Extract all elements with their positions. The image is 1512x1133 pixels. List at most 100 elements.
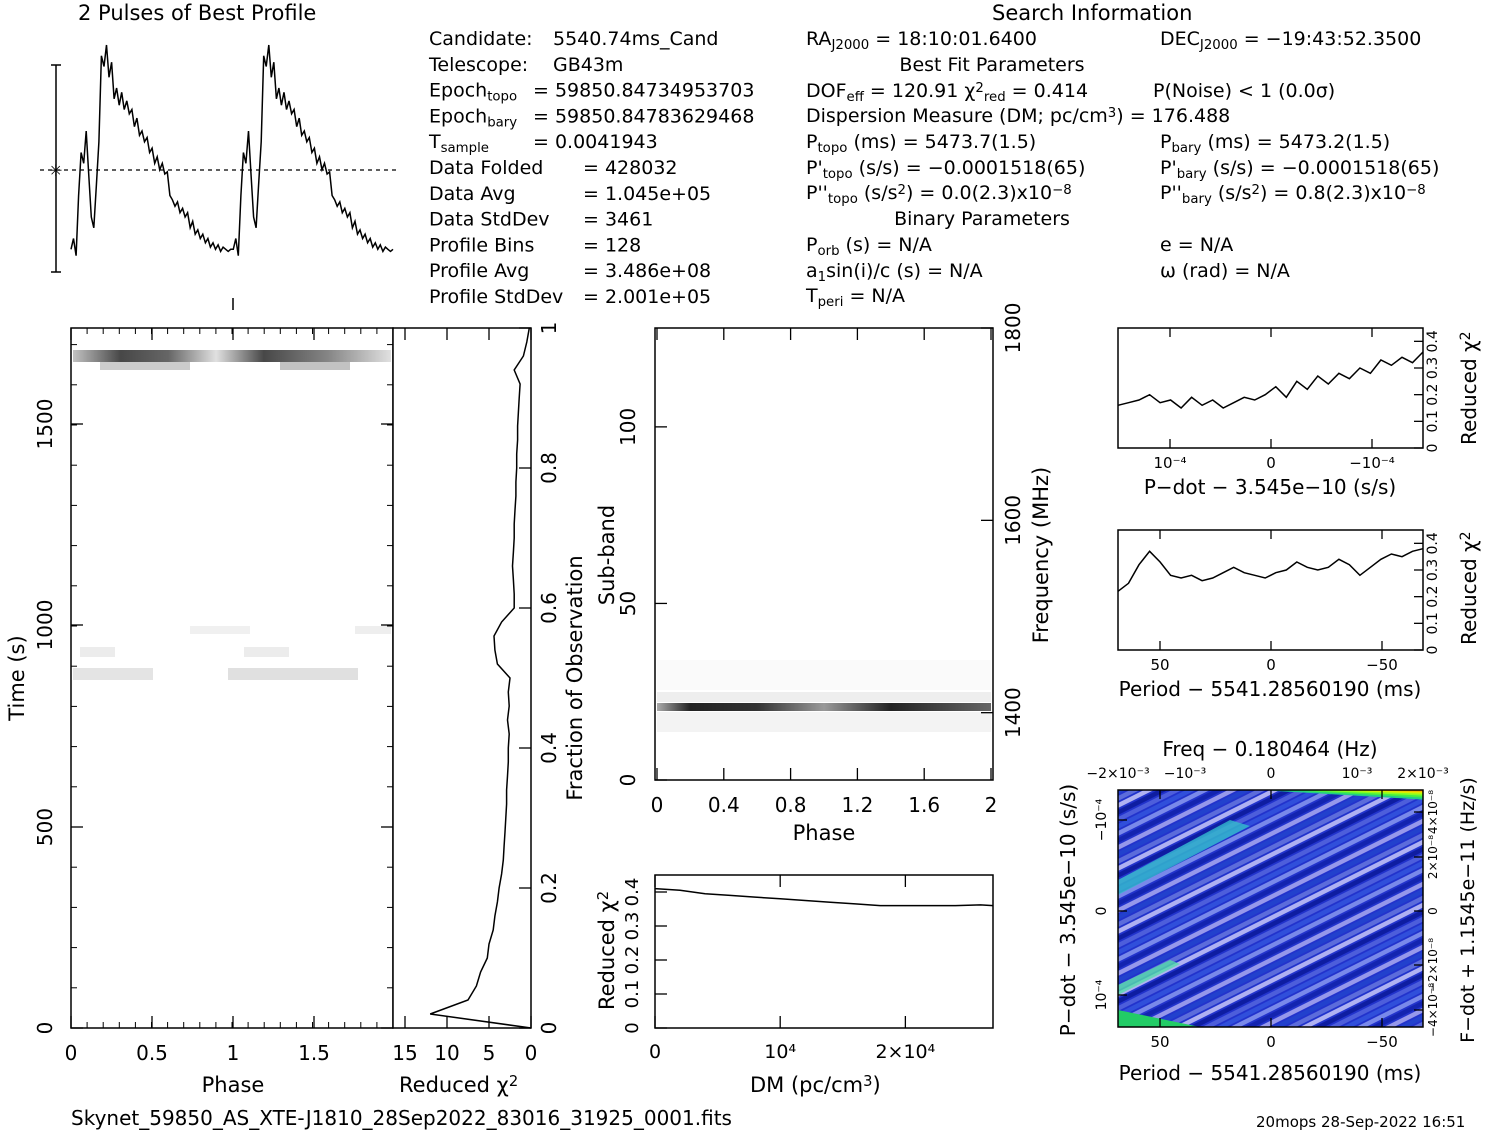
info-key: Epochtopo <box>429 80 517 105</box>
ppdot-stripe <box>1188 909 1423 1027</box>
tp-xlabel: Phase <box>202 1073 265 1097</box>
tick-label: 0.4 <box>622 878 643 907</box>
ppdot-stripe <box>1118 818 1423 976</box>
tick-label: 0 <box>1266 454 1276 472</box>
ppdot-band <box>1118 960 1180 995</box>
tick-label: −10⁻⁴ <box>1094 798 1110 841</box>
ppdot-stripe <box>1328 979 1423 1027</box>
ppdot-stripe <box>1118 790 1140 801</box>
info-left-block: Candidate: 5540.74ms_Cand Telescope: GB43m E… <box>428 28 754 308</box>
tick-label: 0.1 <box>1425 612 1441 634</box>
ppdot-stripe <box>1118 790 1266 864</box>
ppdot-stripe <box>1258 944 1423 1027</box>
best-fit-header: Best Fit Parameters <box>899 54 1084 76</box>
ppdot-stripe <box>1300 965 1423 1027</box>
cf-xlabel: Reduced χ2 <box>399 1073 518 1097</box>
ppdot-stripe <box>1118 790 1168 815</box>
pp-y2label: F−dot + 1.1545e−11 (Hz/s) <box>1457 777 1479 1043</box>
cf-ylabel: Fraction of Observation <box>563 555 587 800</box>
ppdot-stripe <box>1118 867 1423 1025</box>
tick-label: 0 <box>616 774 640 787</box>
ppdot-stripe <box>1118 790 1182 822</box>
pd-ylabel: Reduced χ2 <box>1457 331 1481 445</box>
tick-label: 0.4 <box>537 732 561 764</box>
tick-label: 0 <box>65 1041 78 1065</box>
ppdot-stripe <box>1118 790 1378 920</box>
tick-label: 10 <box>434 1041 459 1065</box>
tick-label: 1 <box>227 1041 240 1065</box>
tick-label: 1 <box>537 322 561 335</box>
ppdot-stripe <box>1216 923 1423 1027</box>
tick-label: 0.4 <box>708 793 740 817</box>
ppdot-stripe <box>1398 1014 1423 1027</box>
tick-label: 0 <box>33 1022 57 1035</box>
dm-ylabel: Reduced χ2 <box>595 891 619 1010</box>
tick-label: −50 <box>1366 656 1398 674</box>
info-pddtopo: P''topo (s/s2) = 0.0(2.3)x10−8 <box>806 182 1072 207</box>
tick-label: 15 <box>392 1041 417 1065</box>
ppdot-stripe <box>1118 790 1364 913</box>
tick-label: 0 <box>537 1022 561 1035</box>
info-value: = 3461 <box>583 209 653 231</box>
tick-label: 0 <box>1266 656 1276 674</box>
pd-xlabel: P−dot − 3.545e−10 (s/s) <box>1144 475 1396 499</box>
tick-label: 2×10⁻⁸ <box>1426 835 1440 879</box>
dm-xlabel: DM (pc/cm3) <box>750 1073 881 1097</box>
info-key: Profile Avg <box>429 260 529 282</box>
tick-label: 500 <box>33 808 57 846</box>
ppdot-stripe <box>1118 874 1423 1027</box>
info-pbary: Pbary (ms) = 5473.2(1.5) <box>1160 131 1390 156</box>
ppdot-stripe <box>1118 839 1423 997</box>
tick-label: 0.8 <box>775 793 807 817</box>
info-porb: Porb (s) = N/A <box>806 234 932 259</box>
info-key: Candidate: <box>429 28 533 50</box>
ppdot-stripe <box>1244 937 1423 1027</box>
ppdot-stripe <box>1146 888 1423 1027</box>
ppdot-stripe <box>1118 790 1423 948</box>
tick-label: 50 <box>1150 1033 1169 1051</box>
info-key: Data Avg <box>429 183 516 205</box>
info-value: GB43m <box>553 54 623 76</box>
info-value: = 3.486e+08 <box>583 260 711 282</box>
info-mid-block: RAJ2000 = 18:10:01.6400 DECJ2000 = −19:43… <box>805 28 1439 310</box>
tp-ylabel: Time (s) <box>5 635 29 721</box>
tick-label: 0 <box>1425 646 1441 655</box>
tick-label: 0.2 <box>1425 384 1441 406</box>
info-pdbary: P'bary (s/s) = −0.0001518(65) <box>1160 157 1439 182</box>
tick-label: 0 <box>649 1041 661 1063</box>
tick-label: 10⁴ <box>764 1041 796 1063</box>
info-pdtopo: P'topo (s/s) = −0.0001518(65) <box>806 157 1085 182</box>
info-dec: DECJ2000 = −19:43:52.3500 <box>1160 28 1421 53</box>
ppdot-stripe <box>1118 811 1423 969</box>
info-tperi: Tperi = N/A <box>805 285 905 310</box>
ppdot-stripe <box>1230 930 1423 1027</box>
ppdot-stripe <box>1118 790 1196 829</box>
tick-label: 0.3 <box>622 912 643 941</box>
tick-label: −2×10⁻⁸ <box>1426 938 1440 992</box>
info-value: = 1.045e+05 <box>583 183 711 205</box>
per-xlabel: Period − 5541.28560190 (ms) <box>1119 677 1422 701</box>
tick-label: 50 <box>1150 656 1169 674</box>
tick-label: −10⁻³ <box>1164 766 1207 782</box>
sb-y2label: Frequency (MHz) <box>1029 467 1053 643</box>
info-ra: RAJ2000 = 18:10:01.6400 <box>806 28 1037 53</box>
info-key: Tsample <box>428 131 489 156</box>
info-value: = 2.001e+05 <box>583 286 711 308</box>
ppdot-stripe <box>1286 958 1423 1027</box>
info-value: = 428032 <box>583 157 678 179</box>
ppdot-stripe <box>1370 1000 1423 1027</box>
tick-label: 0.2 <box>537 872 561 904</box>
ppdot-band <box>1118 820 1250 895</box>
info-value: = 0.0041943 <box>533 131 658 153</box>
tick-label: 0 <box>525 1041 538 1065</box>
binary-header: Binary Parameters <box>894 208 1070 230</box>
ppdot-stripe <box>1132 881 1423 1027</box>
sb-xlabel: Phase <box>793 821 856 845</box>
info-key: Epochbary <box>429 105 517 130</box>
footer-filename: Skynet_59850_AS_XTE-J1810_28Sep2022_8301… <box>71 1106 732 1130</box>
tick-label: −50 <box>1366 1033 1398 1051</box>
tick-label: 2×10⁻³ <box>1397 766 1448 782</box>
tick-label: 1000 <box>33 600 57 651</box>
tick-label: 10⁻³ <box>1342 766 1373 782</box>
